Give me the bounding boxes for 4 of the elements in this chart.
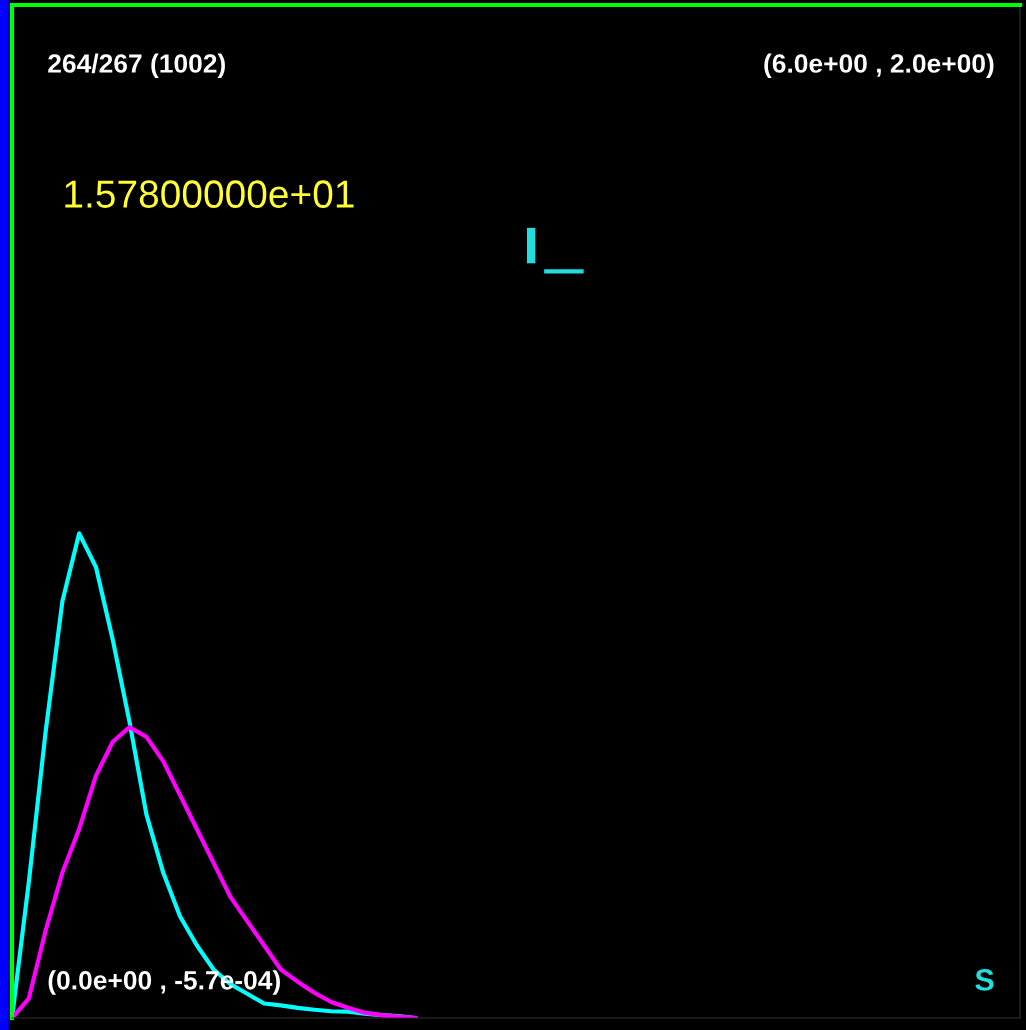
text: 1.57800000e+01 (65, 180, 354, 208)
text: (6.0e+00 , 2.0e+00) (764, 53, 994, 79)
text: 264/267 (1002) (48, 53, 225, 79)
annotation: S (975, 969, 994, 991)
